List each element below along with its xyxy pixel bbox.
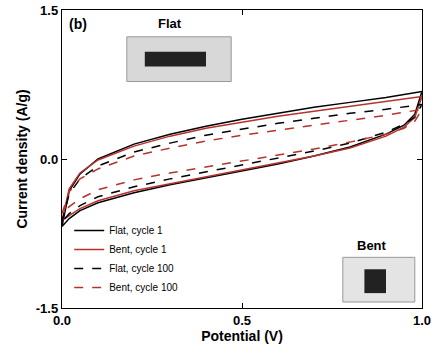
svg-text:-1.5: -1.5 — [36, 301, 58, 316]
svg-text:Bent, cycle 100: Bent, cycle 100 — [109, 282, 178, 293]
svg-text:Current density (A/g): Current density (A/g) — [14, 89, 30, 228]
svg-text:0.5: 0.5 — [233, 313, 251, 328]
svg-text:1.5: 1.5 — [40, 3, 58, 18]
svg-text:Flat, cycle 1: Flat, cycle 1 — [109, 225, 163, 236]
svg-text:0.0: 0.0 — [40, 152, 58, 167]
svg-text:Flat, cycle 100: Flat, cycle 100 — [109, 263, 174, 274]
svg-text:0.0: 0.0 — [53, 313, 71, 328]
svg-text:1.0: 1.0 — [413, 313, 431, 328]
svg-text:Bent: Bent — [357, 238, 387, 253]
svg-text:(b): (b) — [69, 16, 87, 32]
svg-text:Bent, cycle 1: Bent, cycle 1 — [109, 244, 167, 255]
svg-text:Flat: Flat — [158, 16, 182, 31]
svg-text:Potential (V): Potential (V) — [201, 328, 283, 344]
